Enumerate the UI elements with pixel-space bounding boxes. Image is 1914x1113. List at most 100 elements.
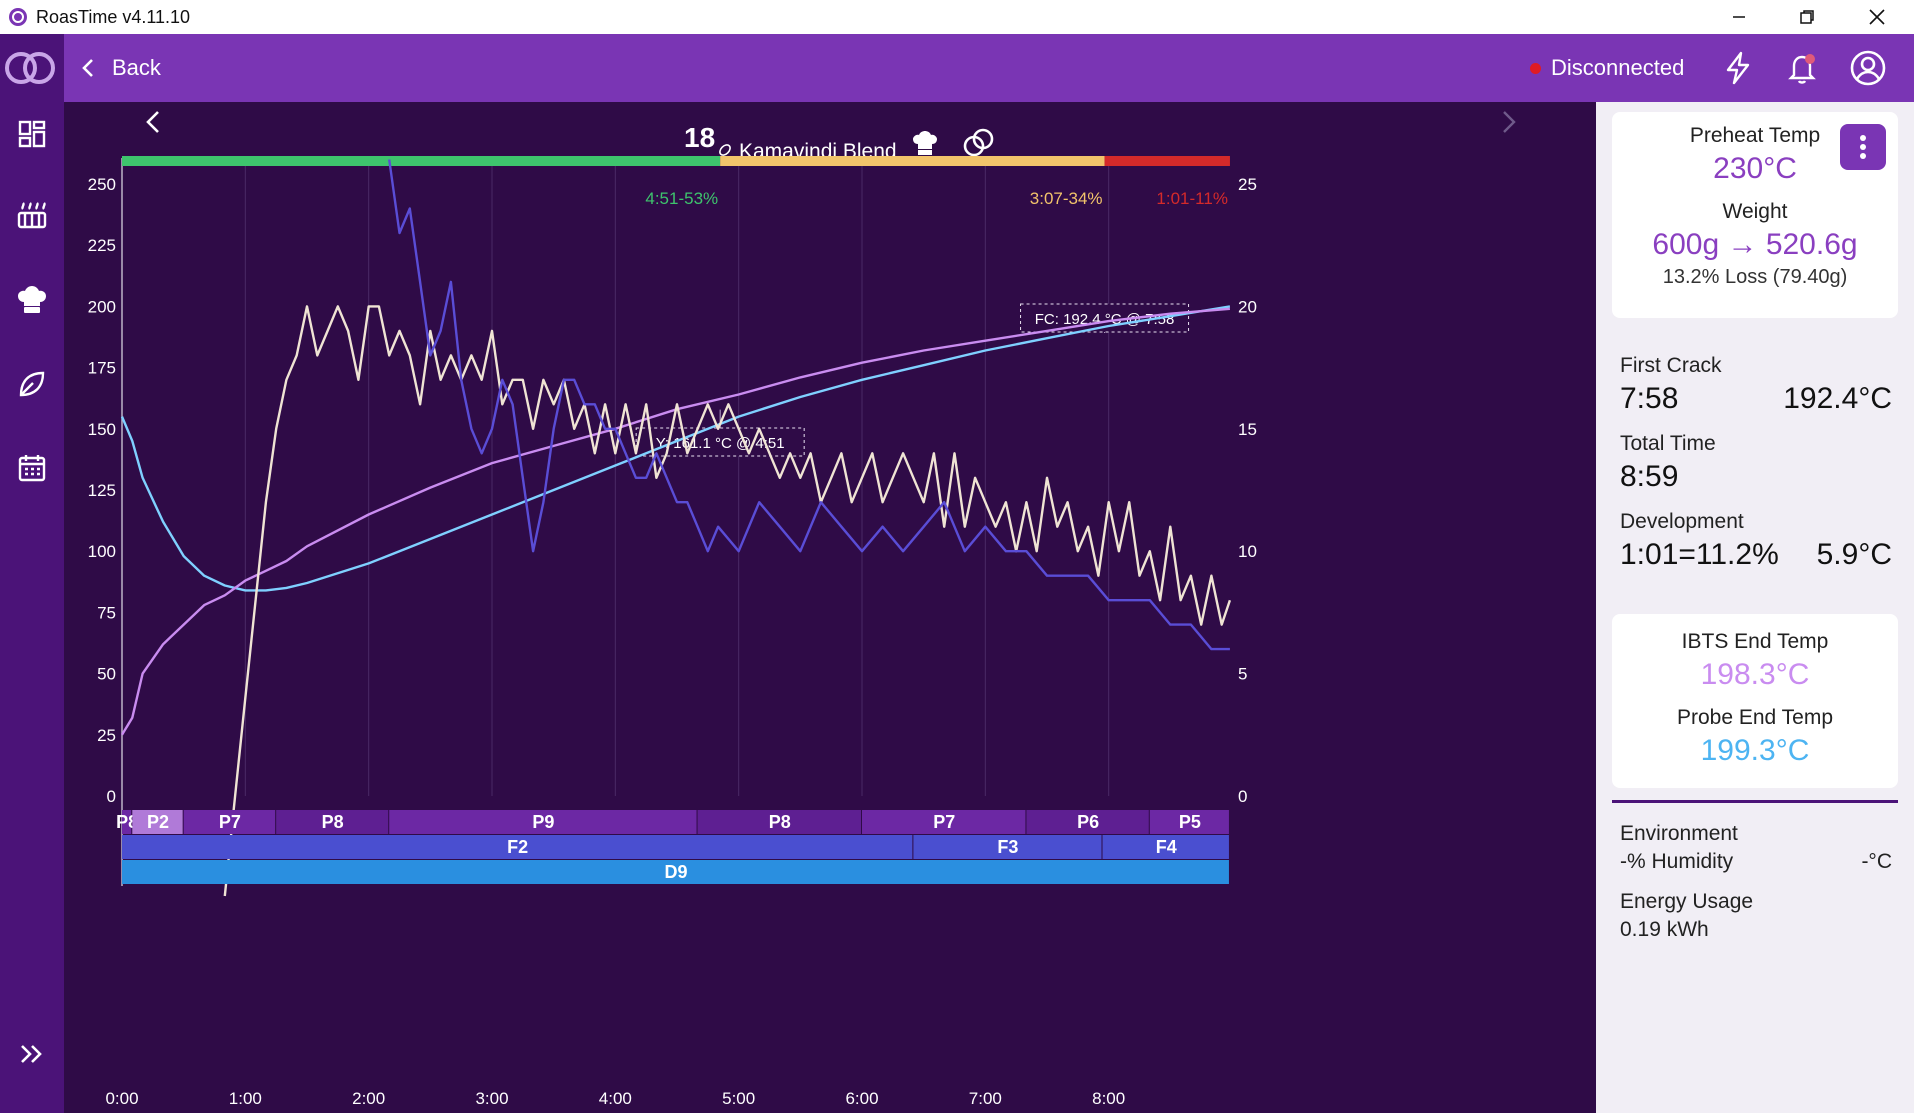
first-crack-label: First Crack xyxy=(1620,354,1722,377)
flash-button[interactable] xyxy=(1718,48,1758,88)
more-options-button[interactable] xyxy=(1840,124,1886,170)
ibts-value: 198.3°C xyxy=(1700,658,1810,691)
band-segment xyxy=(697,810,861,834)
humidity-value: -% Humidity xyxy=(1620,850,1734,873)
preheat-value: 230°C xyxy=(1713,152,1797,185)
phase-bar xyxy=(720,156,1105,166)
x-tick-label: 8:00 xyxy=(1092,1089,1125,1108)
probe-value: 199.3°C xyxy=(1700,734,1810,767)
band-label: P2 xyxy=(147,812,169,832)
roast-number: 18 xyxy=(684,122,715,153)
maximize-button[interactable] xyxy=(1772,0,1842,34)
x-tick-label: 2:00 xyxy=(352,1089,385,1108)
nav-calendar[interactable] xyxy=(12,448,52,488)
left-navigation xyxy=(0,34,64,1113)
x-tick-label: 3:00 xyxy=(475,1089,508,1108)
series-line-3 xyxy=(388,159,1230,651)
nav-expand[interactable] xyxy=(12,1034,52,1074)
band-segment xyxy=(122,835,913,859)
nav-roaster[interactable] xyxy=(12,196,52,236)
back-label: Back xyxy=(112,55,161,80)
compare-rings-icon[interactable] xyxy=(963,128,994,157)
band-label: P8 xyxy=(769,812,791,832)
x-tick-label: 7:00 xyxy=(969,1089,1002,1108)
prev-roast-button[interactable] xyxy=(146,111,159,133)
x-tick-label: 1:00 xyxy=(229,1089,262,1108)
band-segment xyxy=(1149,810,1229,834)
app-logo-icon xyxy=(9,8,27,26)
dashboard-icon xyxy=(18,120,46,148)
y-left-tick-label: 150 xyxy=(88,420,116,439)
end-temps-card: IBTS End Temp 198.3°C Probe End Temp 199… xyxy=(1612,614,1898,788)
weight-loss: 13.2% Loss (79.40g) xyxy=(1662,266,1848,288)
y-left-tick-label: 25 xyxy=(97,726,116,745)
band-label: P8 xyxy=(322,812,344,832)
chef-hat-icon xyxy=(18,286,46,313)
energy-label: Energy Usage xyxy=(1620,890,1754,913)
nav-recipes[interactable] xyxy=(12,280,52,320)
chevrons-right-icon xyxy=(21,1045,42,1063)
status-dot xyxy=(1530,62,1541,74)
y-right-tick-label: 0 xyxy=(1238,787,1247,806)
environment-temp: -°C xyxy=(1861,850,1892,873)
status-text: Disconnected xyxy=(1551,55,1685,80)
probe-label: Probe End Temp xyxy=(1676,706,1834,729)
y-left-tick-label: 100 xyxy=(88,542,116,561)
bell-icon xyxy=(1788,54,1816,84)
bean-leaf-icon xyxy=(719,144,731,156)
user-circle-icon xyxy=(1850,50,1886,86)
band-segment xyxy=(389,810,697,834)
band-label: F4 xyxy=(1156,837,1177,857)
y-right-tick-label: 15 xyxy=(1238,420,1257,439)
next-roast-button[interactable] xyxy=(1503,111,1516,133)
close-icon xyxy=(1869,9,1885,25)
x-tick-label: 4:00 xyxy=(599,1089,632,1108)
band-segment xyxy=(862,810,1026,834)
y-left-tick-label: 225 xyxy=(88,236,116,255)
preheat-label: Preheat Temp xyxy=(1689,124,1821,147)
development-delta: 5.9°C xyxy=(1816,538,1892,571)
weight-label: Weight xyxy=(1722,200,1788,223)
app-header: Back Disconnected xyxy=(64,34,1914,102)
leaf-icon xyxy=(19,371,45,397)
y-left-tick-label: 0 xyxy=(107,787,116,806)
series-line-1 xyxy=(120,307,1230,736)
phase-label: 4:51-53% xyxy=(645,189,718,208)
y-left-tick-label: 175 xyxy=(88,359,116,378)
band-segment xyxy=(122,860,1229,884)
recipe-chef-icon[interactable] xyxy=(913,131,937,155)
series-line-2 xyxy=(223,305,1232,897)
notifications-button[interactable] xyxy=(1782,48,1822,88)
window-titlebar: RoasTime v4.11.10 xyxy=(0,0,1914,34)
band-label: P7 xyxy=(219,812,241,832)
band-label: F2 xyxy=(507,837,528,857)
band-label: P5 xyxy=(1179,812,1201,832)
first-crack-temp: 192.4°C xyxy=(1783,382,1892,415)
panel-divider xyxy=(1612,800,1898,803)
roaster-icon xyxy=(17,202,47,229)
minimize-button[interactable] xyxy=(1704,0,1774,34)
nav-dashboard[interactable] xyxy=(12,114,52,154)
total-time-label: Total Time xyxy=(1620,432,1716,455)
nav-beans[interactable] xyxy=(12,364,52,404)
y-left-tick-label: 50 xyxy=(97,665,116,684)
band-segment xyxy=(276,810,389,834)
weight-value: 600g → 520.6g xyxy=(1652,228,1858,261)
x-tick-label: 5:00 xyxy=(722,1089,755,1108)
phase-label: 1:01-11% xyxy=(1156,189,1228,208)
band-segment xyxy=(132,810,183,834)
y-left-tick-label: 200 xyxy=(88,297,116,316)
annotation-label: FC: 192.4 °C @ 7:58 xyxy=(1035,311,1175,328)
band-label: D9 xyxy=(664,862,687,882)
roast-chart[interactable]: 18 Kamavindi Blend 0:00 1:00 2:00 3:00 4:00 5… xyxy=(64,102,1596,1113)
back-button[interactable]: Back xyxy=(80,34,161,102)
window-title: RoasTime v4.11.10 xyxy=(36,6,191,27)
band-label: P7 xyxy=(933,812,955,832)
close-window-button[interactable] xyxy=(1842,0,1912,34)
brand-logo[interactable] xyxy=(2,48,58,88)
development-label: Development xyxy=(1620,510,1744,533)
band-segment xyxy=(913,835,1102,859)
account-button[interactable] xyxy=(1848,48,1888,88)
y-left-tick-label: 75 xyxy=(97,603,116,622)
first-crack-time: 7:58 xyxy=(1620,382,1679,415)
